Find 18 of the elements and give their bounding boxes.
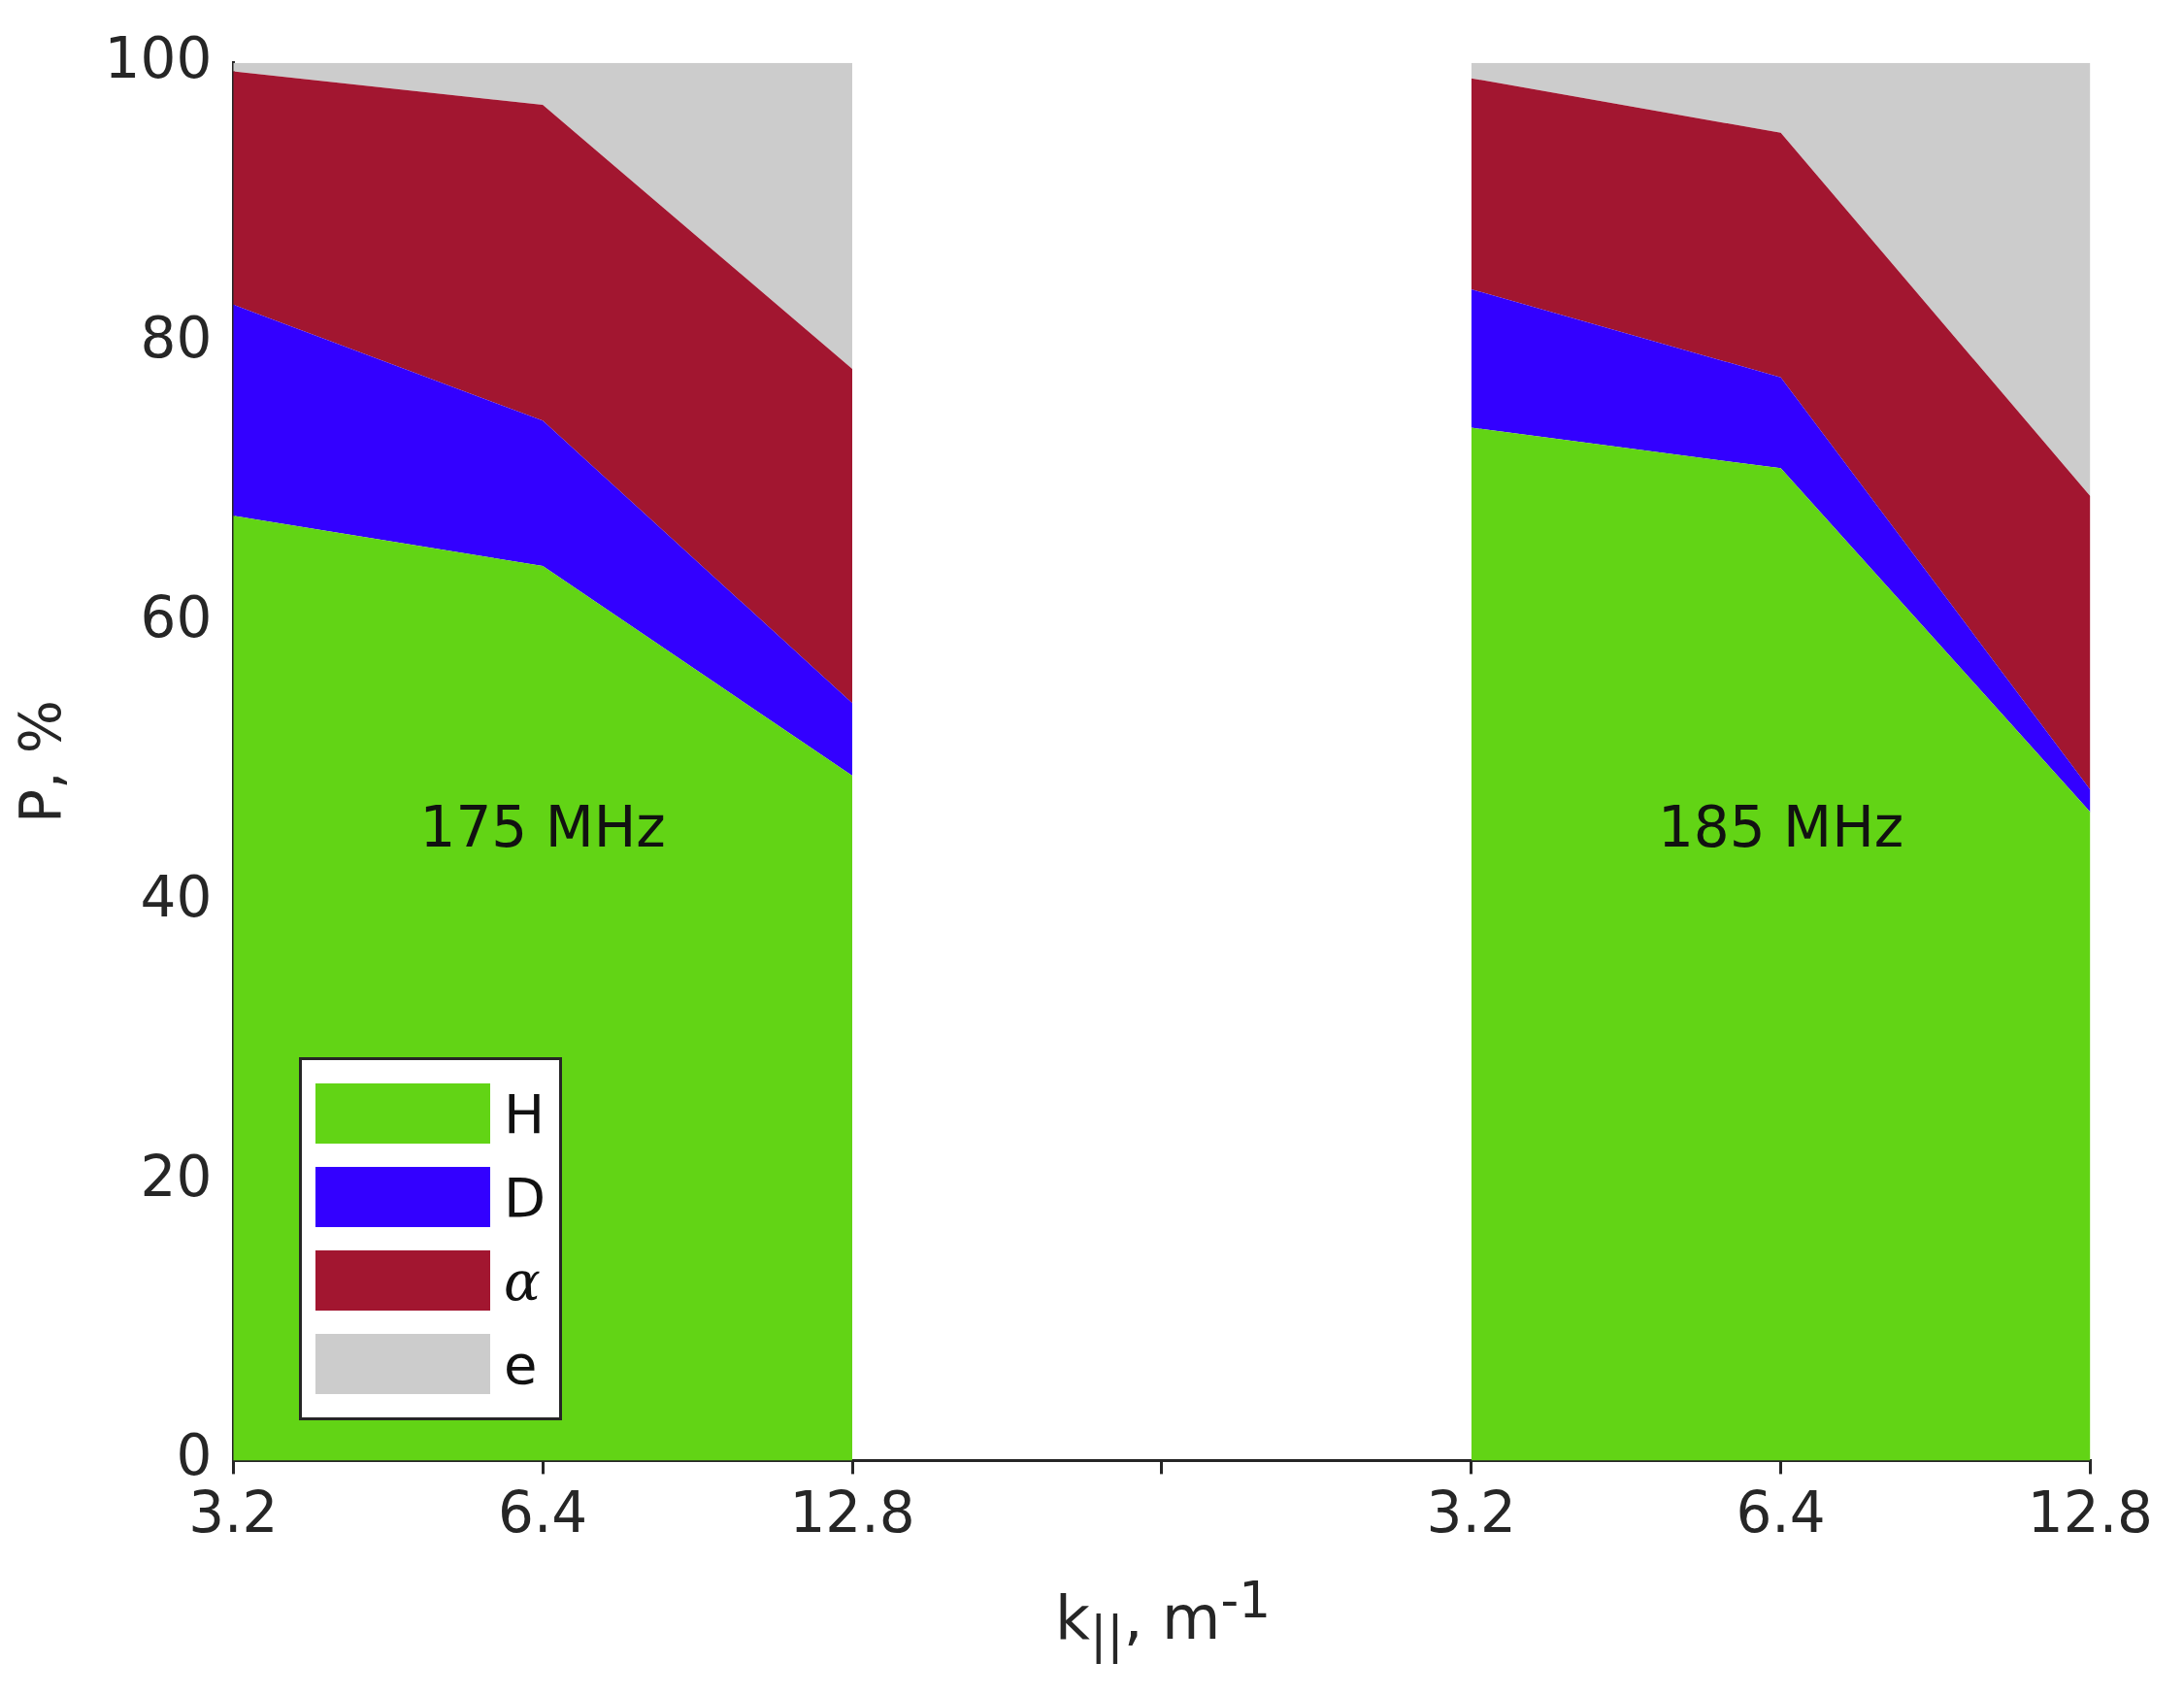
legend-label: e [504, 1332, 538, 1396]
legend-label: α [504, 1248, 541, 1313]
x-tick-label: 12.8 [789, 1480, 915, 1546]
x-axis-title: k$_{||}$, m$^{-1}$ [1053, 1571, 1272, 1664]
y-tick-label: 80 [140, 304, 213, 371]
y-tick-label: 40 [140, 863, 213, 930]
y-axis-title: P, % [7, 700, 74, 824]
x-tick-label: 12.8 [2027, 1480, 2153, 1546]
x-tick-label: 3.2 [1426, 1480, 1516, 1546]
y-tick-label: 100 [104, 24, 213, 91]
legend-label: D [504, 1165, 546, 1229]
y-tick-label: 20 [140, 1143, 213, 1210]
x-tick-label: 6.4 [498, 1480, 588, 1546]
legend-label: H [504, 1081, 546, 1146]
annotation: 175 MHz [419, 793, 666, 860]
x-tick-label: 6.4 [1736, 1480, 1826, 1546]
y-tick-label: 60 [140, 583, 213, 650]
annotation: 185 MHz [1657, 793, 1904, 860]
